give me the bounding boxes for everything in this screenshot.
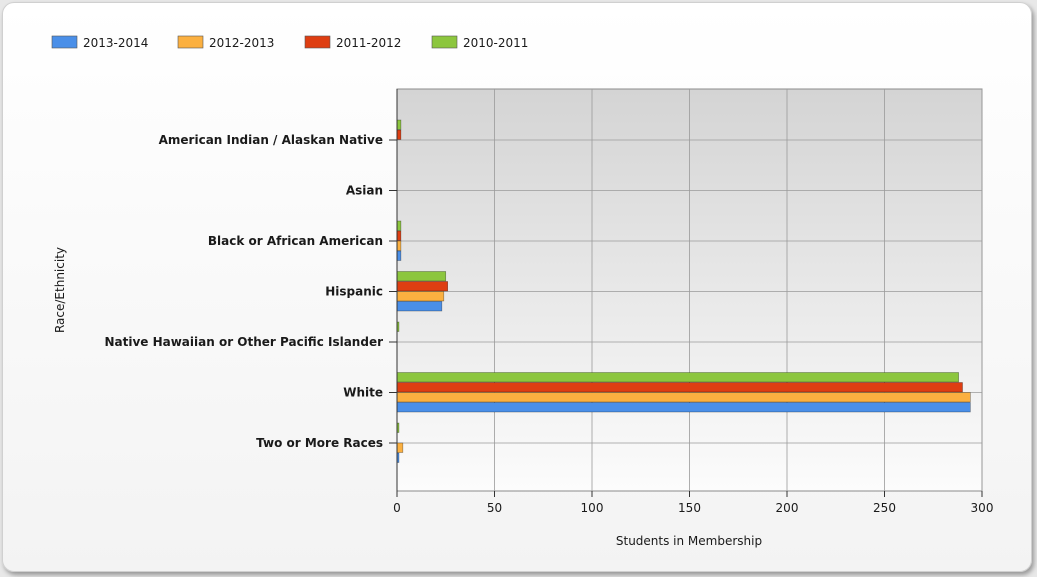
legend-swatch-2010-2011 [431, 35, 458, 49]
legend-swatch-2012-2013 [177, 35, 204, 49]
category-label-american-indian-alaskan-native: American Indian / Alaskan Native [159, 133, 383, 147]
legend-label-2013-2014: 2013-2014 [83, 36, 148, 50]
bar-2011-2012-hispanic[interactable] [396, 281, 449, 292]
legend: 2013-2014 2012-2013 2011-2012 2010-2011 [51, 35, 528, 50]
bar-2013-2014-white[interactable] [396, 402, 971, 413]
x-tick-label-200: 200 [776, 501, 799, 515]
bar-2010-2011-hispanic[interactable] [396, 271, 447, 282]
bar-2013-2014-hispanic[interactable] [396, 301, 443, 312]
x-tick-label-50: 50 [487, 501, 502, 515]
legend-swatch-2013-2014 [51, 35, 78, 49]
x-tick-label-300: 300 [971, 501, 994, 515]
legend-label-2012-2013: 2012-2013 [209, 36, 274, 50]
bar-2010-2011-american-indian-alaskan-native[interactable] [396, 119, 402, 130]
x-tick-label-100: 100 [581, 501, 604, 515]
x-tick-label-150: 150 [678, 501, 701, 515]
legend-swatch-2011-2012 [304, 35, 331, 49]
bar-2010-2011-black-or-african-american[interactable] [396, 220, 402, 231]
y-axis-title: Race/Ethnicity [53, 247, 67, 333]
x-axis-title: Students in Membership [616, 534, 762, 548]
bar-2012-2013-hispanic[interactable] [396, 291, 445, 302]
gridlines [397, 89, 983, 491]
bars [396, 119, 971, 463]
category-label-hispanic: Hispanic [325, 285, 383, 299]
category-label-asian: Asian [346, 184, 383, 198]
legend-label-2010-2011: 2010-2011 [463, 36, 528, 50]
bar-2010-2011-white[interactable] [396, 372, 959, 383]
x-tick-label-0: 0 [393, 501, 401, 515]
category-label-two-or-more-races: Two or More Races [256, 436, 383, 450]
bar-2013-2014-black-or-african-american[interactable] [396, 250, 402, 261]
bar-2012-2013-two-or-more-races[interactable] [396, 442, 404, 453]
bar-2011-2012-american-indian-alaskan-native[interactable] [396, 129, 402, 140]
category-label-native-hawaiian-or-other-pacific-islander: Native Hawaiian or Other Pacific Islande… [104, 335, 383, 349]
x-tick-label-250: 250 [873, 501, 896, 515]
bar-2012-2013-white[interactable] [396, 392, 971, 403]
bar-2012-2013-black-or-african-american[interactable] [396, 240, 402, 251]
bar-2011-2012-white[interactable] [396, 382, 963, 393]
bar-2011-2012-black-or-african-american[interactable] [396, 230, 402, 241]
legend-label-2011-2012: 2011-2012 [336, 36, 401, 50]
category-label-white: White [343, 386, 383, 400]
category-label-black-or-african-american: Black or African American [208, 234, 383, 248]
axes: 0 50 100 150 200 250 300 American Indian / Alas… [104, 89, 993, 515]
